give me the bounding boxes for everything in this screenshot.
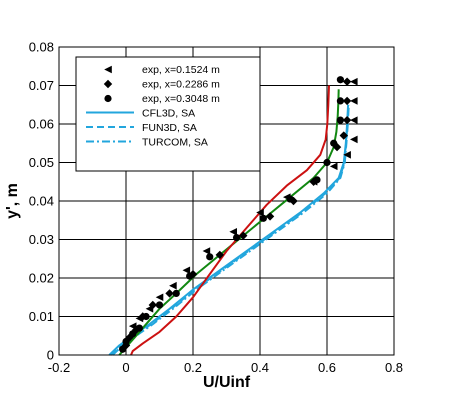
data-point (229, 228, 237, 236)
data-point (172, 289, 180, 297)
data-point (350, 116, 358, 124)
y-tick-label: 0.04 (29, 194, 54, 209)
data-point (329, 162, 338, 171)
y-tick-label: 0.01 (29, 309, 54, 324)
data-point (313, 176, 321, 184)
data-point (135, 324, 143, 332)
data-point (265, 212, 275, 221)
y-axis-label: y', m (4, 183, 21, 219)
x-tick-label: 0.2 (184, 360, 202, 375)
data-point (155, 293, 164, 302)
legend: exp, x=0.1524 m exp, x=0.2286 m exp, x=0.3… (75, 56, 261, 172)
data-point (336, 76, 344, 84)
legend-label: exp, x=0.2286 m (142, 79, 220, 91)
data-point (286, 195, 294, 203)
data-point (259, 214, 267, 222)
data-point (232, 233, 241, 242)
model-curve (130, 85, 330, 356)
data-point (336, 97, 344, 105)
legend-marker (103, 79, 113, 89)
data-point (343, 151, 351, 159)
data-point (342, 115, 352, 125)
data-point (350, 97, 358, 105)
data-point (350, 135, 358, 144)
legend-box (75, 56, 261, 172)
y-tick-label: 0 (47, 348, 54, 363)
x-tick-label: 0.6 (318, 360, 336, 375)
y-tick-label: 0.08 (29, 40, 54, 55)
model-curve (118, 89, 340, 356)
y-tick-label: 0.07 (29, 78, 54, 93)
legend-marker (104, 65, 112, 74)
legend-label: TURCOM, SA (142, 137, 208, 149)
experiment-markers (119, 76, 358, 353)
x-tick-label: 0.4 (251, 360, 269, 375)
data-point (155, 301, 164, 309)
axis-ticks: -0.2 0 0.2 0.4 0.6 0.800.010.020.030.040.050.… (29, 40, 403, 376)
legend-label: exp, x=0.1524 m (142, 64, 220, 76)
x-axis-label: U/Uinf (203, 374, 251, 391)
data-point (182, 266, 191, 275)
data-point (165, 289, 174, 298)
model-curve (111, 104, 350, 356)
data-point (148, 300, 157, 310)
data-point (202, 247, 211, 255)
data-point (129, 330, 137, 338)
data-point (188, 269, 198, 279)
data-point (336, 116, 344, 124)
legend-label: CFL3D, SA (142, 108, 195, 120)
x-tick-label: -0.2 (48, 360, 70, 375)
data-point (330, 139, 338, 147)
data-point (186, 272, 194, 280)
data-point (289, 196, 298, 206)
x-tick-label: 0.8 (385, 360, 403, 375)
legend-label: exp, x=0.3048 m (142, 93, 220, 105)
data-point (339, 131, 348, 140)
y-tick-label: 0.02 (29, 271, 54, 286)
data-point (350, 77, 358, 86)
data-point (122, 337, 130, 346)
legend-label: FUN3D, SA (142, 122, 197, 134)
x-tick-label: 0 (122, 360, 129, 375)
data-point (323, 158, 331, 167)
data-point (342, 96, 352, 106)
y-tick-label: 0.05 (29, 155, 54, 170)
data-point (215, 250, 224, 260)
data-point (119, 345, 127, 353)
data-point (169, 281, 177, 290)
data-point (142, 312, 150, 321)
data-point (206, 253, 214, 261)
y-tick-label: 0.03 (29, 232, 54, 247)
data-point (256, 208, 264, 217)
y-tick-label: 0.06 (29, 117, 54, 132)
legend-marker (104, 94, 112, 103)
data-point (342, 77, 352, 86)
data-point (239, 231, 248, 240)
